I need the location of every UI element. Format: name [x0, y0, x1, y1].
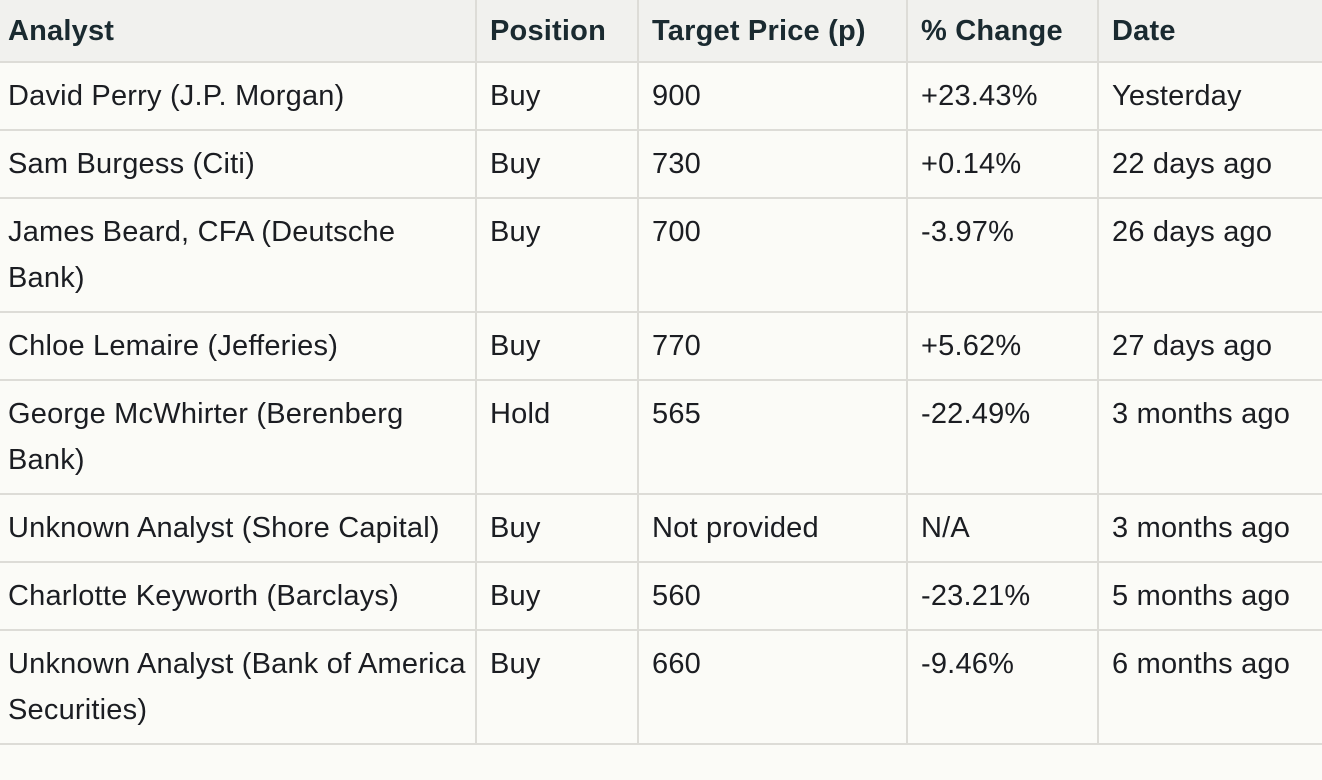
cell-target-price: 560 — [638, 562, 908, 631]
cell-percent-change: +5.62% — [907, 312, 1099, 381]
table-row: George McWhirter (Berenberg Bank) Hold 5… — [0, 380, 1322, 495]
table-row: Sam Burgess (Citi) Buy 730 +0.14% 22 day… — [0, 130, 1322, 199]
cell-analyst: Unknown Analyst (Shore Capital) — [0, 494, 477, 563]
cell-target-price: Not provided — [638, 494, 908, 563]
cell-percent-change: -9.46% — [907, 630, 1099, 745]
header-analyst: Analyst — [0, 0, 477, 63]
cell-position: Buy — [476, 62, 639, 131]
cell-position: Buy — [476, 562, 639, 631]
analyst-ratings-table: Analyst Position Target Price (p) % Chan… — [0, 0, 1322, 745]
cell-date: 27 days ago — [1098, 312, 1322, 381]
table-header: Analyst Position Target Price (p) % Chan… — [0, 0, 1322, 63]
cell-percent-change: -3.97% — [907, 198, 1099, 313]
cell-position: Buy — [476, 130, 639, 199]
cell-target-price: 900 — [638, 62, 908, 131]
cell-position: Hold — [476, 380, 639, 495]
cell-target-price: 660 — [638, 630, 908, 745]
cell-analyst: Charlotte Keyworth (Barclays) — [0, 562, 477, 631]
cell-position: Buy — [476, 494, 639, 563]
cell-analyst: Unknown Analyst (Bank of America Securit… — [0, 630, 477, 745]
header-date: Date — [1098, 0, 1322, 63]
cell-date: 26 days ago — [1098, 198, 1322, 313]
header-position: Position — [476, 0, 639, 63]
cell-position: Buy — [476, 630, 639, 745]
cell-analyst: David Perry (J.P. Morgan) — [0, 62, 477, 131]
header-row: Analyst Position Target Price (p) % Chan… — [0, 0, 1322, 63]
cell-analyst: George McWhirter (Berenberg Bank) — [0, 380, 477, 495]
cell-percent-change: -23.21% — [907, 562, 1099, 631]
table-body: David Perry (J.P. Morgan) Buy 900 +23.43… — [0, 62, 1322, 745]
header-target-price: Target Price (p) — [638, 0, 908, 63]
cell-position: Buy — [476, 312, 639, 381]
cell-percent-change: +0.14% — [907, 130, 1099, 199]
cell-date: 3 months ago — [1098, 494, 1322, 563]
cell-date: 22 days ago — [1098, 130, 1322, 199]
cell-date: 3 months ago — [1098, 380, 1322, 495]
cell-position: Buy — [476, 198, 639, 313]
cell-target-price: 770 — [638, 312, 908, 381]
table-row: Unknown Analyst (Bank of America Securit… — [0, 630, 1322, 745]
table-row: James Beard, CFA (Deutsche Bank) Buy 700… — [0, 198, 1322, 313]
cell-percent-change: -22.49% — [907, 380, 1099, 495]
cell-date: Yesterday — [1098, 62, 1322, 131]
cell-target-price: 730 — [638, 130, 908, 199]
cell-analyst: Sam Burgess (Citi) — [0, 130, 477, 199]
cell-target-price: 565 — [638, 380, 908, 495]
cell-analyst: James Beard, CFA (Deutsche Bank) — [0, 198, 477, 313]
cell-target-price: 700 — [638, 198, 908, 313]
header-percent-change: % Change — [907, 0, 1099, 63]
cell-analyst: Chloe Lemaire (Jefferies) — [0, 312, 477, 381]
cell-percent-change: +23.43% — [907, 62, 1099, 131]
table-row: Unknown Analyst (Shore Capital) Buy Not … — [0, 494, 1322, 563]
cell-percent-change: N/A — [907, 494, 1099, 563]
cell-date: 6 months ago — [1098, 630, 1322, 745]
table-row: David Perry (J.P. Morgan) Buy 900 +23.43… — [0, 62, 1322, 131]
table-row: Charlotte Keyworth (Barclays) Buy 560 -2… — [0, 562, 1322, 631]
table-row: Chloe Lemaire (Jefferies) Buy 770 +5.62%… — [0, 312, 1322, 381]
cell-date: 5 months ago — [1098, 562, 1322, 631]
